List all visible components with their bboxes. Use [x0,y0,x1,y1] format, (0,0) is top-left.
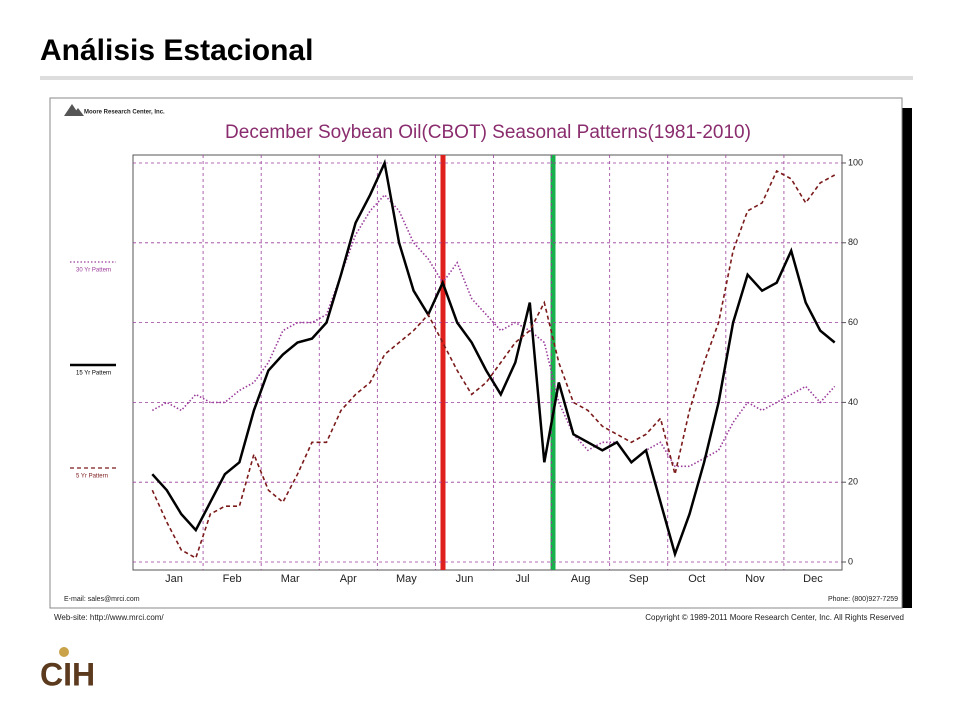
publisher-logo [64,104,84,116]
y-tick-label: 60 [848,317,858,327]
x-tick-label: Jun [456,573,474,585]
plot-area [132,154,843,571]
x-tick-label: Feb [223,573,242,585]
logo-dot [59,647,69,657]
y-tick-label: 0 [848,556,853,566]
chart-title: December Soybean Oil(CBOT) Seasonal Patt… [225,122,751,143]
x-tick-label: May [396,573,417,585]
y-tick-label: 40 [848,397,858,407]
x-tick-label: Aug [571,573,591,585]
logo: CIH [40,656,95,692]
title-rule [40,76,913,80]
x-tick-label: Jul [516,573,530,585]
series-line [151,158,836,559]
x-tick-label: Nov [745,573,765,585]
x-tick-label: Mar [281,573,300,585]
website: Web-site: http://www.mrci.com/ [54,613,164,622]
slide-title: Análisis Estacional [40,34,313,67]
phone: Phone: (800)927-7259 [828,596,898,603]
series-line [151,169,836,560]
x-tick-label: Apr [340,573,357,585]
y-tick-label: 100 [848,157,863,167]
y-tick-label: 20 [848,477,858,487]
x-tick-label: Jan [165,573,183,585]
email: E-mail: sales@mrci.com [64,596,140,603]
series-line [151,193,836,468]
y-tick-label: 80 [848,237,858,247]
x-tick-label: Dec [803,573,823,585]
copyright: Copyright © 1989-2011 Moore Research Cen… [645,613,904,622]
legend-label: 30 Yr Pattern [76,268,111,274]
x-tick-label: Sep [629,573,649,585]
publisher: Moore Research Center, Inc. [84,110,165,116]
legend-label: 15 Yr Pattern [76,371,111,377]
x-tick-label: Oct [688,573,705,585]
legend-label: 5 Yr Pattern [76,474,108,480]
